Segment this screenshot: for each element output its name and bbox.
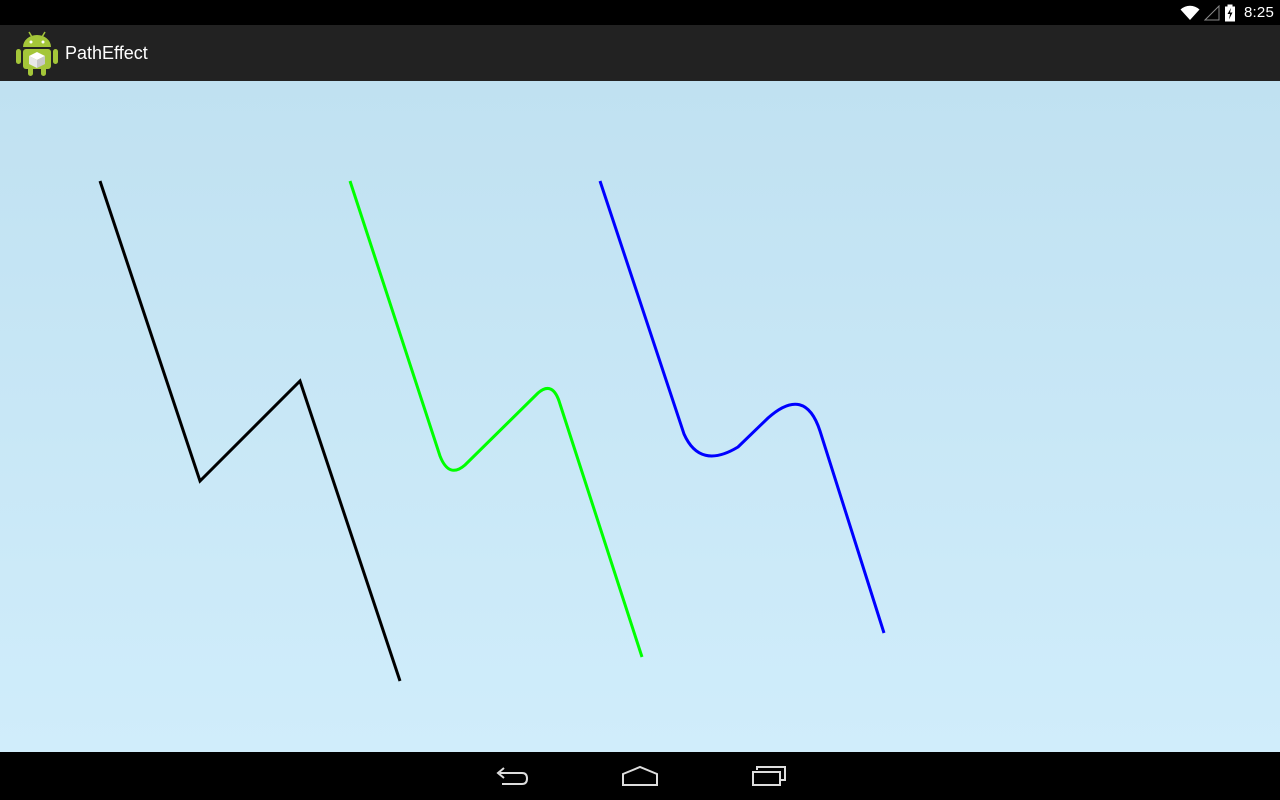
signal-icon	[1204, 4, 1220, 20]
app-title: PathEffect	[65, 42, 148, 63]
back-icon	[496, 767, 529, 785]
battery-charging-icon	[1225, 4, 1235, 21]
corner-path-small	[348, 180, 644, 658]
action-bar: PathEffect	[0, 25, 1280, 81]
android-robot-icon[interactable]	[15, 28, 59, 78]
drawing-canvas	[0, 81, 1280, 752]
recent-apps-button[interactable]	[741, 760, 797, 792]
corner-path-large	[598, 180, 886, 634]
status-icons: 8:25	[1180, 0, 1274, 25]
back-button[interactable]	[484, 760, 540, 792]
recent-apps-icon	[752, 766, 786, 786]
home-icon	[622, 765, 658, 786]
home-button[interactable]	[612, 760, 668, 792]
plain-path	[98, 180, 402, 682]
wifi-icon	[1180, 5, 1200, 20]
status-time: 8:25	[1244, 4, 1274, 21]
status-bar: 8:25	[0, 0, 1280, 25]
navigation-bar	[0, 752, 1280, 800]
